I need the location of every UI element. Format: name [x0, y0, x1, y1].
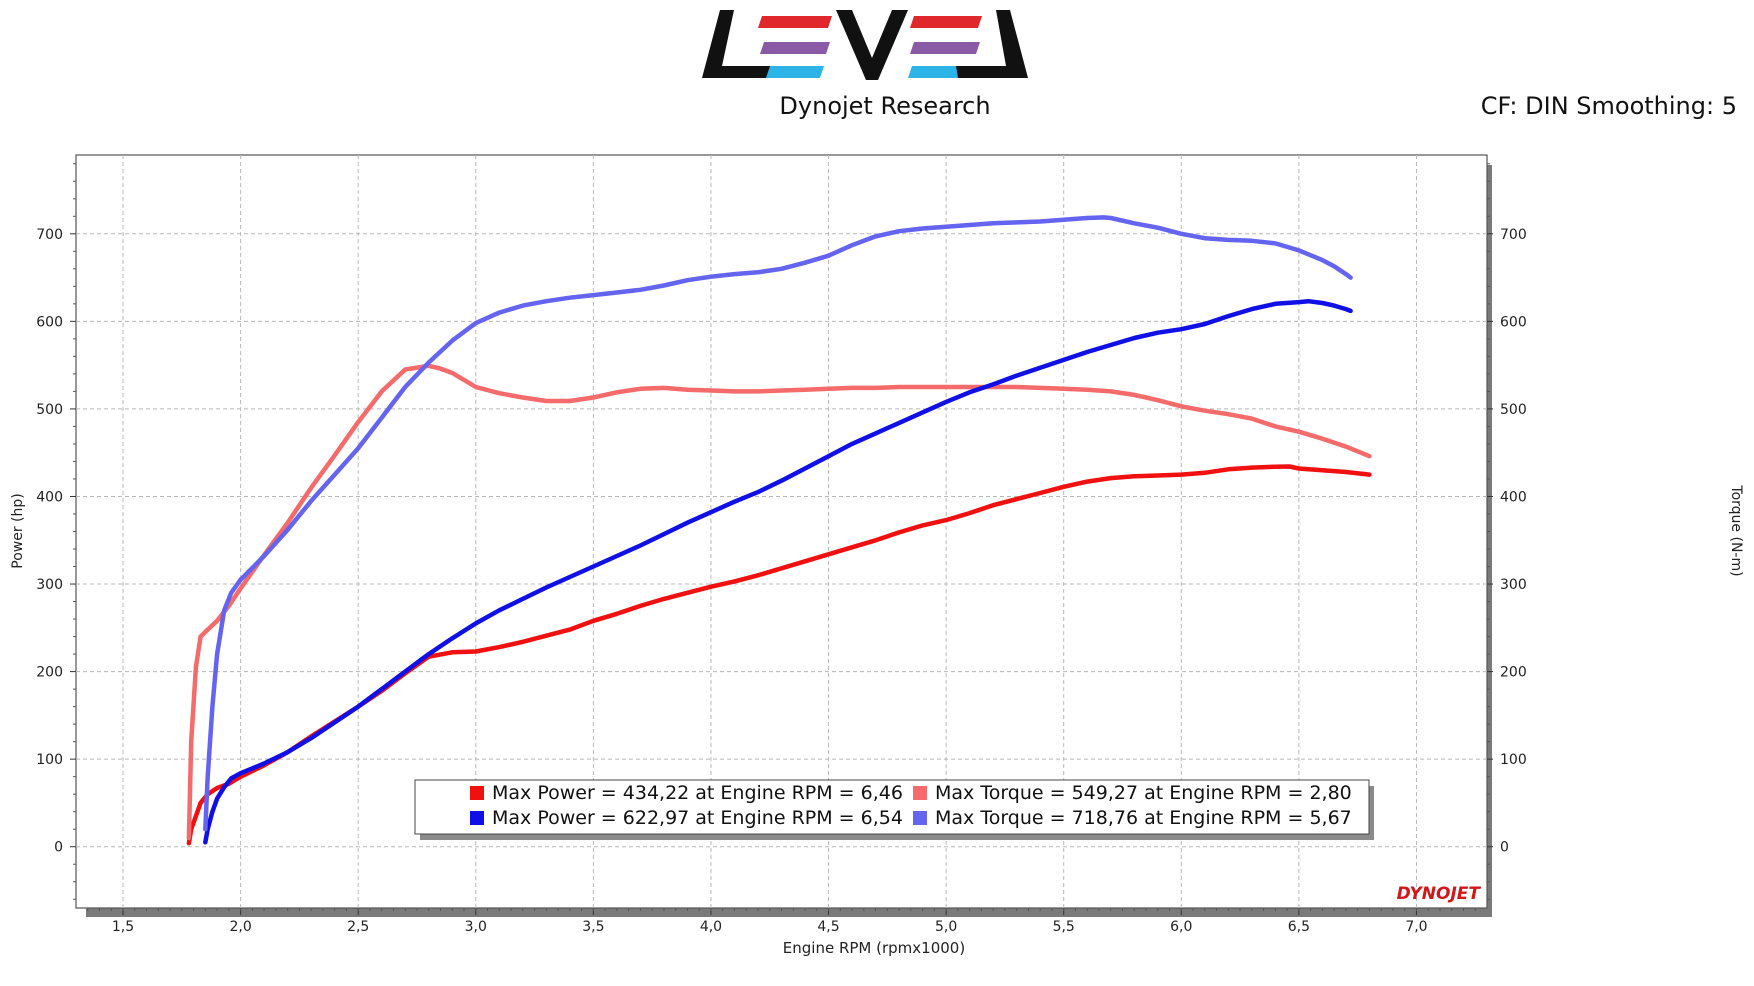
y2-tick-label: 700	[1500, 227, 1527, 243]
y-tick-label: 400	[36, 489, 63, 505]
legend-swatch-torque-run1	[913, 786, 927, 800]
x-tick-label: 3,5	[582, 919, 604, 935]
legend: Max Power = 434,22 at Engine RPM = 6,46 …	[414, 779, 1374, 840]
x-tick-label: 5,5	[1053, 919, 1075, 935]
x-tick-label: 6,0	[1170, 919, 1192, 935]
logo-letter-e-right	[908, 16, 982, 78]
y2-tick-label: 400	[1500, 489, 1527, 505]
correction-factor-label: CF: DIN Smoothing: 5	[1480, 92, 1737, 120]
series-power-run2	[203, 298, 1353, 845]
x-tick-label: 2,5	[347, 919, 369, 935]
series-torque-run2	[203, 215, 1353, 832]
logo-letter-l	[702, 10, 772, 78]
legend-entry-power-run1: Max Power = 434,22 at Engine RPM = 6,46	[492, 782, 903, 804]
x-tick-label: 6,5	[1288, 919, 1310, 935]
x-tick-label: 1,5	[112, 919, 134, 935]
legend-box	[414, 779, 1370, 835]
subtitle: Dynojet Research	[779, 92, 991, 120]
logo-letter-e-left	[758, 16, 832, 78]
level-logo	[702, 10, 1028, 80]
y2-tick-label: 0	[1500, 840, 1509, 856]
y2-tick-label: 600	[1500, 314, 1527, 330]
logo-letter-v	[836, 10, 908, 80]
legend-swatch-power-run2	[470, 811, 484, 825]
y-tick-label: 500	[36, 402, 63, 418]
y-tick-label: 600	[36, 314, 63, 330]
legend-swatch-torque-run2	[913, 811, 927, 825]
y-axis-label: Power (hp)	[10, 493, 26, 568]
series-torque-run1	[186, 363, 1372, 841]
x-tick-label: 4,5	[817, 919, 839, 935]
y2-tick-label: 300	[1500, 577, 1527, 593]
y-tick-label: 0	[54, 840, 63, 856]
x-tick-label: 4,0	[700, 919, 722, 935]
y2-axis-label: Torque (N-m)	[1728, 484, 1744, 576]
legend-swatch-power-run1	[470, 786, 484, 800]
y-tick-label: 300	[36, 577, 63, 593]
legend-entry-torque-run2: Max Torque = 718,76 at Engine RPM = 5,67	[935, 807, 1352, 829]
y-tick-label: 100	[36, 752, 63, 768]
x-tick-label: 7,0	[1405, 919, 1427, 935]
logo-letter-l-mirrored	[956, 10, 1028, 78]
torque-axis: 0 100 200 300 400 500 600 700	[1487, 163, 1527, 900]
x-tick-label: 3,0	[465, 919, 487, 935]
dynojet-watermark: DYNOJET	[1397, 884, 1482, 904]
y-tick-label: 200	[36, 665, 63, 681]
y2-tick-label: 200	[1500, 665, 1527, 681]
power-axis: 0 100 200 300 400 500 600 700	[36, 163, 76, 900]
x-axis-label: Engine RPM (rpmx1000)	[783, 939, 965, 957]
series-layer	[186, 215, 1372, 846]
rpm-axis: 1,5 2,0 2,5 3,0 3,5 4,0 4,5 5,0 5,5 6,0 6,5 7,0	[87, 908, 1476, 935]
y2-tick-label: 100	[1500, 752, 1527, 768]
x-tick-label: 2,0	[229, 919, 251, 935]
x-tick-label: 5,0	[935, 919, 957, 935]
legend-entry-torque-run1: Max Torque = 549,27 at Engine RPM = 2,80	[935, 782, 1352, 804]
y-tick-label: 700	[36, 227, 63, 243]
y2-tick-label: 500	[1500, 402, 1527, 418]
legend-entry-power-run2: Max Power = 622,97 at Engine RPM = 6,54	[492, 807, 903, 829]
